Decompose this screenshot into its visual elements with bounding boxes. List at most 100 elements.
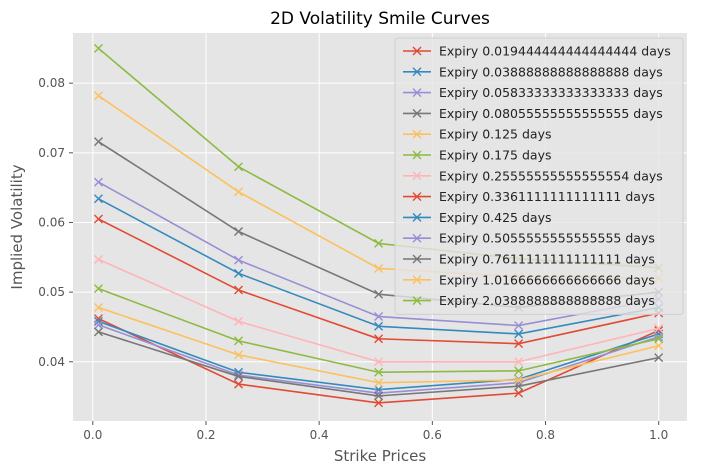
- data-point: [374, 357, 384, 367]
- data-point: [374, 334, 384, 344]
- y-axis-label: Implied Volatility: [8, 164, 26, 289]
- series-6: [93, 284, 664, 377]
- legend-swatch-marker: [412, 171, 422, 181]
- legend-swatch-marker: [412, 192, 422, 202]
- legend-item: Expiry 0.7611111111111111 days: [403, 252, 655, 267]
- data-point: [374, 263, 384, 273]
- x-tick-label: 1.0: [649, 428, 668, 442]
- data-point: [374, 238, 384, 248]
- data-point: [93, 254, 103, 264]
- y-tick-label: 0.07: [38, 146, 65, 160]
- legend-swatch-marker: [412, 296, 422, 306]
- data-point: [374, 367, 384, 377]
- data-point: [654, 353, 664, 363]
- data-point: [234, 255, 244, 265]
- data-point: [93, 302, 103, 312]
- legend-item: Expiry 0.425 days: [403, 210, 551, 225]
- legend-label: Expiry 0.03888888888888888 days: [439, 64, 663, 79]
- legend-item: Expiry 0.08055555555555555 days: [403, 106, 663, 121]
- data-point: [514, 339, 524, 349]
- series-layer: [93, 43, 664, 408]
- data-point: [514, 329, 524, 339]
- x-tick-label: 0.2: [196, 428, 215, 442]
- legend-label: Expiry 0.7611111111111111 days: [439, 252, 655, 267]
- x-tick-label: 0.8: [536, 428, 555, 442]
- legend-label: Expiry 0.3361111111111111 days: [439, 189, 655, 204]
- data-point: [93, 284, 103, 294]
- legend-swatch-marker: [412, 254, 422, 264]
- legend-swatch-marker: [412, 150, 422, 160]
- legend: Expiry 0.019444444444444444 days Expiry 0…: [394, 37, 684, 315]
- data-point: [514, 357, 524, 367]
- series-7: [93, 254, 664, 367]
- legend-label: Expiry 0.25555555555555554 days: [439, 168, 663, 183]
- x-tick-label: 0.0: [83, 428, 102, 442]
- legend-item: Expiry 0.25555555555555554 days: [403, 168, 663, 183]
- data-point: [234, 350, 244, 360]
- legend-swatch-marker: [412, 233, 422, 243]
- data-point: [374, 398, 384, 408]
- legend-swatch-marker: [412, 88, 422, 98]
- legend-item: Expiry 2.0388888888888888 days: [403, 293, 655, 308]
- legend-item: Expiry 1.0166666666666666 days: [403, 272, 655, 287]
- legend-label: Expiry 0.019444444444444444 days: [439, 44, 671, 59]
- data-point: [374, 312, 384, 322]
- data-point: [234, 187, 244, 197]
- data-point: [234, 316, 244, 326]
- legend-label: Expiry 1.0166666666666666 days: [439, 272, 655, 287]
- data-point: [234, 371, 244, 381]
- data-point: [514, 321, 524, 331]
- data-point: [514, 388, 524, 398]
- legend-label: Expiry 0.125 days: [439, 127, 551, 142]
- data-point: [374, 321, 384, 331]
- data-point: [374, 378, 384, 388]
- y-tick-label: 0.08: [38, 76, 65, 90]
- data-point: [234, 379, 244, 389]
- x-axis-label: Strike Prices: [334, 447, 426, 465]
- legend-item: Expiry 0.03888888888888888 days: [403, 64, 663, 79]
- data-point: [514, 375, 524, 385]
- data-point: [234, 268, 244, 278]
- data-point: [654, 334, 664, 344]
- data-point: [93, 43, 103, 53]
- legend-item: Expiry 0.5055555555555555 days: [403, 231, 655, 246]
- legend-label: Expiry 0.175 days: [439, 148, 551, 163]
- legend-swatch-marker: [412, 129, 422, 139]
- legend-label: Expiry 2.0388888888888888 days: [439, 293, 655, 308]
- data-point: [93, 194, 103, 204]
- legend-label: Expiry 0.05833333333333333 days: [439, 85, 663, 100]
- legend-box: [394, 37, 684, 315]
- y-axis-ticks: 0.04 0.05 0.06 0.07 0.08: [38, 76, 73, 369]
- data-point: [93, 91, 103, 101]
- data-point: [93, 177, 103, 187]
- y-tick-label: 0.06: [38, 215, 65, 229]
- series-5: [93, 302, 664, 388]
- legend-swatch-marker: [412, 46, 422, 56]
- legend-item: Expiry 0.175 days: [403, 148, 551, 163]
- legend-swatch-marker: [412, 108, 422, 118]
- series-4: [93, 327, 664, 401]
- legend-label: Expiry 0.5055555555555555 days: [439, 231, 655, 246]
- data-point: [234, 227, 244, 237]
- legend-swatch-marker: [412, 275, 422, 285]
- data-point: [93, 320, 103, 330]
- data-point: [93, 316, 103, 326]
- data-point: [654, 341, 664, 351]
- data-point: [654, 323, 664, 333]
- legend-item: Expiry 0.019444444444444444 days: [403, 44, 671, 59]
- y-tick-label: 0.05: [38, 285, 65, 299]
- data-point: [374, 289, 384, 299]
- data-point: [234, 285, 244, 295]
- chart-title: 2D Volatility Smile Curves: [270, 9, 490, 29]
- legend-label: Expiry 0.08055555555555555 days: [439, 106, 663, 121]
- legend-item: Expiry 0.3361111111111111 days: [403, 189, 655, 204]
- data-point: [234, 370, 244, 380]
- x-tick-label: 0.4: [310, 428, 329, 442]
- data-point: [514, 366, 524, 376]
- legend-label: Expiry 0.425 days: [439, 210, 551, 225]
- data-point: [374, 391, 384, 401]
- x-axis-ticks: 0.0 0.2 0.4 0.6 0.8 1.0: [83, 421, 668, 442]
- x-tick-label: 0.6: [423, 428, 442, 442]
- legend-swatch-marker: [412, 212, 422, 222]
